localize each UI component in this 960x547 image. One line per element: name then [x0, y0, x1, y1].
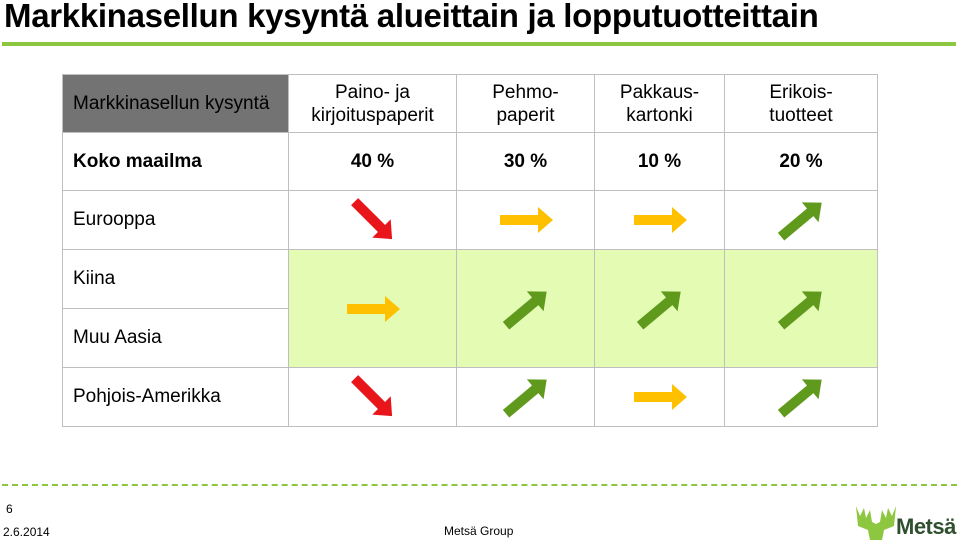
- trend-cell: [724, 367, 878, 427]
- trend-up-arrow-icon: [457, 372, 594, 422]
- slide-title: Markkinasellun kysyntä alueittain ja lop…: [4, 0, 819, 34]
- trend-up-arrow-icon: [595, 284, 724, 334]
- trend-cell: [724, 249, 878, 368]
- logo-wordmark: Metsä: [896, 514, 956, 539]
- trend-up-arrow-icon: [502, 379, 547, 418]
- share-value: 30 %: [456, 132, 595, 191]
- region-row-north-america: Pohjois-Amerikka: [62, 367, 878, 427]
- trend-down-arrow-icon: [289, 195, 456, 245]
- trend-up-arrow-icon: [636, 290, 681, 330]
- region-label: Muu Aasia: [62, 308, 289, 368]
- trend-flat-arrow-icon: [346, 295, 400, 322]
- trend-cell: [288, 190, 457, 250]
- share-value: 10 %: [594, 132, 725, 191]
- share-row: Koko maailma 40 % 30 % 10 % 20 %: [62, 132, 878, 191]
- trend-flat-arrow-icon: [595, 195, 724, 245]
- trend-down-arrow-icon: [350, 198, 392, 240]
- region-row-other-asia: Muu Aasia: [62, 308, 878, 368]
- trend-cell: [594, 249, 725, 368]
- trend-cell: [456, 190, 595, 250]
- column-header-printing-papers: Paino- ja kirjoituspaperit: [288, 74, 457, 133]
- column-header-tissue-papers: Pehmo-paperit: [456, 74, 595, 133]
- trend-up-arrow-icon: [725, 372, 877, 422]
- trend-flat-arrow-icon: [289, 284, 456, 334]
- metsa-logo: Metsä: [852, 500, 958, 542]
- title-underline: [2, 42, 956, 46]
- region-row-europe: Eurooppa: [62, 190, 878, 250]
- demand-table: Markkinasellun kysyntä Paino- ja kirjoitu…: [62, 74, 878, 427]
- corner-header: Markkinasellun kysyntä: [62, 74, 289, 133]
- trend-up-arrow-icon: [777, 290, 822, 330]
- trend-cell: [456, 249, 595, 368]
- column-header-specialty-products: Erikois-tuotteet: [724, 74, 878, 133]
- column-header-packaging-board: Pakkaus-kartonki: [594, 74, 725, 133]
- share-row-label: Koko maailma: [62, 132, 289, 191]
- trend-flat-arrow-icon: [595, 372, 724, 422]
- trend-up-arrow-icon: [502, 290, 547, 330]
- trend-up-arrow-icon: [457, 284, 594, 334]
- trend-up-arrow-icon: [777, 379, 822, 418]
- region-label: Kiina: [62, 249, 289, 309]
- footer-divider: [2, 484, 957, 486]
- trend-down-arrow-icon: [289, 372, 456, 422]
- trend-cell: [594, 367, 725, 427]
- trend-cell: [594, 190, 725, 250]
- trend-up-arrow-icon: [725, 195, 877, 245]
- trend-flat-arrow-icon: [633, 384, 687, 410]
- trend-cell: [724, 190, 878, 250]
- trend-down-arrow-icon: [350, 375, 392, 417]
- share-value: 40 %: [288, 132, 457, 191]
- trend-flat-arrow-icon: [499, 207, 553, 233]
- trend-cell: [288, 249, 457, 368]
- trend-flat-arrow-icon: [633, 207, 687, 233]
- footer-date: 2.6.2014: [3, 525, 50, 539]
- moose-antler-icon: [856, 506, 896, 540]
- region-row-china: Kiina: [62, 249, 878, 368]
- region-label: Pohjois-Amerikka: [62, 367, 289, 427]
- trend-up-arrow-icon: [777, 202, 822, 241]
- trend-up-arrow-icon: [725, 284, 877, 334]
- trend-cell: [456, 367, 595, 427]
- footer-company: Metsä Group: [444, 524, 514, 538]
- header-row: Markkinasellun kysyntä Paino- ja kirjoitu…: [62, 74, 878, 133]
- page-number: 6: [6, 502, 13, 516]
- trend-flat-arrow-icon: [457, 195, 594, 245]
- trend-cell: [288, 367, 457, 427]
- share-value: 20 %: [724, 132, 878, 191]
- region-label: Eurooppa: [62, 190, 289, 250]
